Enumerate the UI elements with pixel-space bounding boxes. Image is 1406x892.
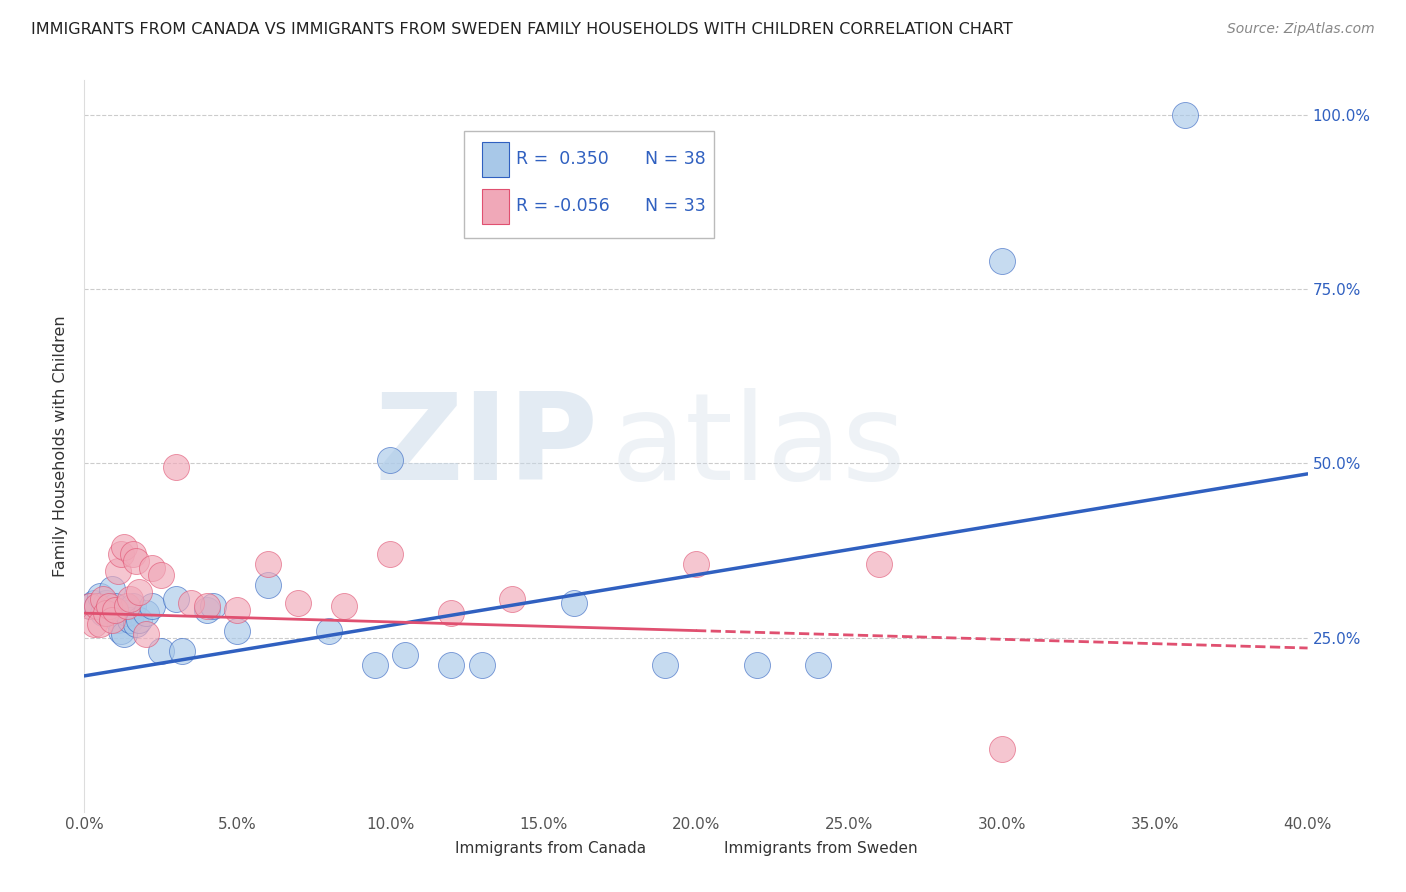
Point (135, 606, 157, 620)
Point (318, 624, 340, 638)
Text: Immigrants from Sweden: Immigrants from Sweden (724, 841, 918, 855)
Point (149, 567, 172, 582)
Point (165, 459, 187, 474)
FancyBboxPatch shape (425, 838, 451, 859)
Point (1174, 108, 1197, 122)
Point (869, 558, 891, 572)
Point (333, 599, 356, 614)
Point (201, 599, 224, 614)
Point (83, 616, 105, 631)
Point (128, 585, 150, 599)
Point (89, 589, 111, 603)
Point (747, 658, 769, 673)
Point (380, 453, 402, 467)
Text: R =  0.350: R = 0.350 (516, 150, 609, 168)
Point (104, 599, 127, 614)
Point (195, 599, 218, 614)
Y-axis label: Family Households with Children: Family Households with Children (53, 315, 69, 577)
Point (97, 599, 120, 614)
FancyBboxPatch shape (693, 838, 720, 859)
Text: N = 38: N = 38 (644, 150, 706, 168)
Point (135, 627, 157, 641)
Point (86, 599, 108, 614)
Point (110, 547, 132, 561)
Point (394, 648, 416, 662)
Point (120, 613, 142, 627)
Point (122, 599, 145, 614)
Point (83, 596, 105, 610)
Point (991, 742, 1014, 756)
Point (165, 592, 187, 607)
Point (97, 603, 120, 617)
Point (125, 554, 148, 568)
Point (141, 599, 163, 614)
Point (107, 613, 129, 627)
Point (440, 658, 463, 673)
Point (115, 606, 138, 620)
Point (107, 565, 129, 579)
Point (110, 624, 132, 638)
Point (257, 558, 280, 572)
Point (991, 254, 1014, 268)
Point (122, 547, 145, 561)
Point (94, 596, 117, 610)
Text: R = -0.056: R = -0.056 (516, 197, 610, 216)
FancyBboxPatch shape (482, 189, 509, 224)
Point (125, 616, 148, 631)
Point (115, 599, 138, 614)
Point (471, 658, 494, 673)
Point (562, 596, 585, 610)
Point (195, 603, 218, 617)
Point (226, 624, 249, 638)
Text: atlas: atlas (610, 387, 905, 505)
Point (502, 592, 524, 607)
FancyBboxPatch shape (482, 142, 509, 177)
Point (141, 561, 163, 575)
Point (91, 606, 114, 620)
Point (172, 644, 194, 658)
Point (94, 606, 117, 620)
Point (287, 596, 309, 610)
Point (180, 596, 202, 610)
Point (91, 592, 114, 607)
FancyBboxPatch shape (464, 131, 714, 237)
Point (79, 599, 101, 614)
Text: Source: ZipAtlas.com: Source: ZipAtlas.com (1227, 22, 1375, 37)
Point (79, 599, 101, 614)
Point (257, 578, 280, 592)
Point (86, 599, 108, 614)
Point (120, 592, 142, 607)
Point (101, 613, 124, 627)
Point (654, 658, 676, 673)
Point (364, 658, 387, 673)
Point (112, 627, 135, 641)
Point (89, 616, 111, 631)
Text: IMMIGRANTS FROM CANADA VS IMMIGRANTS FROM SWEDEN FAMILY HOUSEHOLDS WITH CHILDREN: IMMIGRANTS FROM CANADA VS IMMIGRANTS FRO… (31, 22, 1012, 37)
Text: N = 33: N = 33 (644, 197, 706, 216)
Point (685, 558, 707, 572)
Point (112, 540, 135, 554)
Point (149, 644, 172, 658)
Point (807, 658, 830, 673)
Point (104, 603, 127, 617)
Point (128, 613, 150, 627)
Point (101, 582, 124, 596)
Text: ZIP: ZIP (374, 387, 598, 505)
Text: Immigrants from Canada: Immigrants from Canada (456, 841, 647, 855)
Point (440, 606, 463, 620)
Point (380, 547, 402, 561)
Point (226, 603, 249, 617)
